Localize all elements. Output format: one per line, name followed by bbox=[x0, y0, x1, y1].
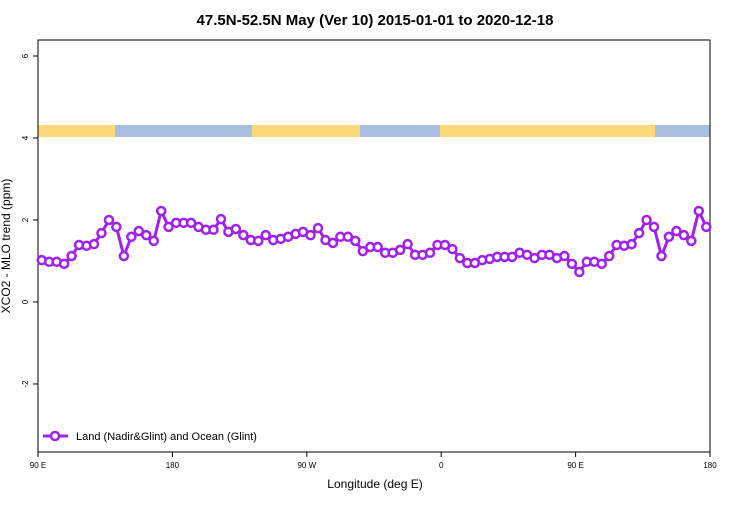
data-point bbox=[656, 250, 667, 262]
data-point bbox=[253, 235, 264, 247]
data-point bbox=[305, 229, 316, 241]
data-point bbox=[230, 223, 242, 235]
x-axis-label: Longitude (deg E) bbox=[327, 477, 422, 491]
data-point bbox=[350, 235, 361, 247]
x-tick-label: 90 E bbox=[567, 461, 583, 470]
data-point bbox=[394, 244, 406, 256]
y-tick-label: 0 bbox=[21, 299, 30, 304]
data-point bbox=[185, 217, 197, 229]
plot-frame bbox=[37, 39, 711, 453]
data-point bbox=[163, 221, 174, 233]
data-point bbox=[633, 227, 645, 239]
data-point bbox=[66, 250, 77, 262]
data-point bbox=[678, 229, 690, 241]
data-point bbox=[260, 229, 271, 241]
data-point bbox=[148, 235, 159, 247]
data-point bbox=[648, 221, 660, 233]
data-point bbox=[111, 221, 122, 233]
data-point bbox=[671, 225, 682, 237]
data-point bbox=[693, 205, 705, 217]
data-point bbox=[88, 238, 100, 250]
y-tick-label: -2 bbox=[21, 380, 30, 388]
data-point bbox=[566, 258, 578, 270]
data-point bbox=[574, 266, 585, 278]
x-tick-label: 0 bbox=[439, 461, 444, 470]
data-point bbox=[103, 214, 115, 226]
land-ocean-strip bbox=[38, 125, 710, 137]
data-point bbox=[342, 231, 354, 243]
data-point bbox=[372, 241, 383, 253]
data-point bbox=[96, 227, 107, 239]
data-point bbox=[141, 229, 152, 241]
data-point bbox=[215, 213, 227, 225]
x-tick-label: 180 bbox=[166, 461, 180, 470]
x-tick-label: 90 E bbox=[30, 461, 46, 470]
data-point bbox=[402, 238, 413, 250]
data-point bbox=[208, 224, 219, 236]
data-point bbox=[312, 222, 324, 234]
data-point bbox=[603, 250, 615, 262]
y-tick-label: 4 bbox=[21, 135, 30, 140]
data-point bbox=[118, 250, 130, 262]
x-tick-label: 90 W bbox=[297, 461, 316, 470]
y-tick-label: 6 bbox=[21, 53, 30, 58]
data-point bbox=[626, 238, 637, 250]
data-point bbox=[155, 205, 167, 217]
data-point bbox=[357, 245, 369, 257]
data-point bbox=[447, 243, 458, 255]
data-point bbox=[58, 258, 70, 270]
x-tick-label: 180 bbox=[703, 461, 717, 470]
data-point bbox=[641, 214, 652, 226]
data-point bbox=[238, 229, 249, 241]
data-point bbox=[686, 235, 697, 247]
data-point bbox=[663, 231, 675, 243]
data-point bbox=[439, 239, 451, 251]
y-axis-label: XCO2 - MLO trend (ppm) bbox=[0, 179, 13, 314]
data-point bbox=[126, 231, 137, 243]
y-tick-label: 2 bbox=[21, 217, 30, 222]
legend-label: Land (Nadir&Glint) and Ocean (Glint) bbox=[76, 431, 257, 443]
data-point bbox=[133, 225, 145, 237]
legend-marker bbox=[49, 430, 61, 442]
data-point bbox=[424, 247, 436, 259]
data-point bbox=[506, 251, 518, 263]
data-point bbox=[596, 258, 607, 270]
data-point bbox=[701, 221, 712, 233]
data-point bbox=[559, 250, 570, 262]
data-point bbox=[454, 252, 466, 264]
data-point bbox=[327, 237, 339, 249]
chart-title: 47.5N-52.5N May (Ver 10) 2015-01-01 to 2… bbox=[197, 12, 554, 29]
